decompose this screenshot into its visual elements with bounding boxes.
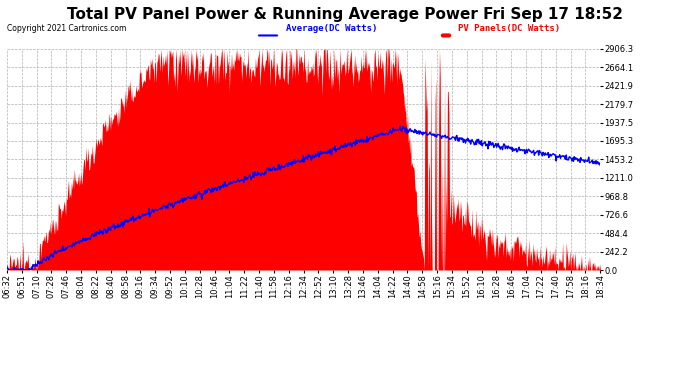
Text: Average(DC Watts): Average(DC Watts): [286, 24, 377, 33]
Text: Total PV Panel Power & Running Average Power Fri Sep 17 18:52: Total PV Panel Power & Running Average P…: [67, 8, 623, 22]
Text: Copyright 2021 Cartronics.com: Copyright 2021 Cartronics.com: [7, 24, 126, 33]
Text: PV Panels(DC Watts): PV Panels(DC Watts): [458, 24, 560, 33]
